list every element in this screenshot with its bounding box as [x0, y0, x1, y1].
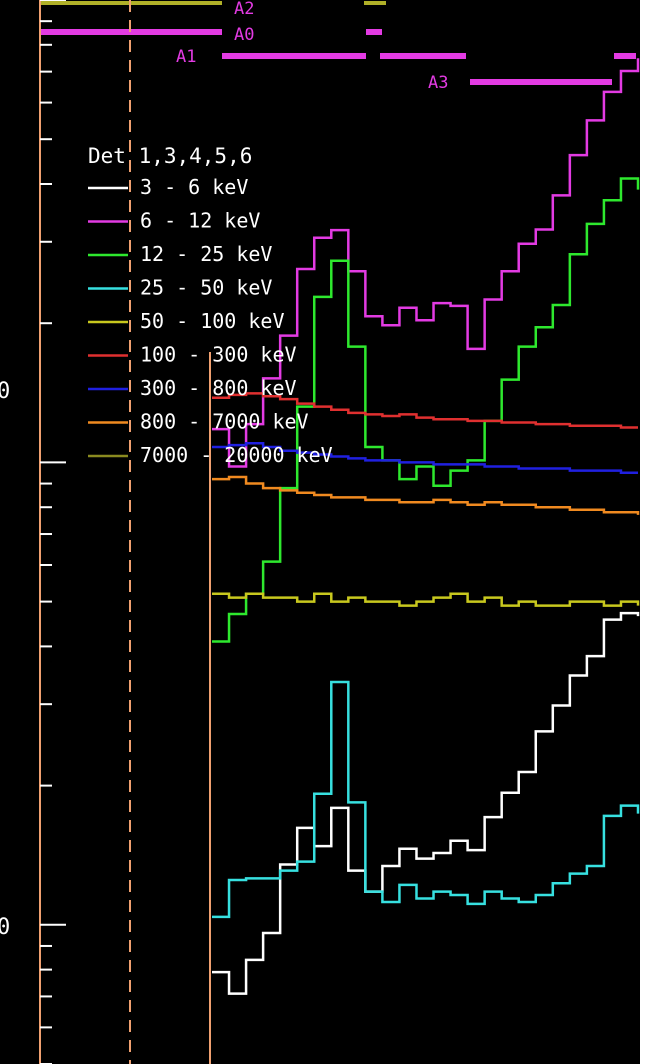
attenuator-label-a1: A1	[176, 47, 196, 67]
series-line-3	[212, 680, 640, 919]
legend-label-0: 3 - 6 keV	[140, 175, 248, 199]
attenuator-label-a3: A3	[428, 73, 448, 93]
y-axis: 0 0	[0, 0, 66, 1064]
attenuator-label-a0: A0	[234, 25, 254, 45]
series-line-5	[212, 392, 638, 429]
y-tick-label-lower: 0	[0, 915, 10, 940]
legend-label-1: 6 - 12 keV	[140, 209, 260, 233]
series-line-0	[212, 611, 640, 995]
vertical-markers	[129, 0, 211, 1064]
legend-label-3: 25 - 50 keV	[140, 276, 272, 300]
series-line-4	[212, 592, 640, 607]
series-line-1	[212, 58, 640, 468]
legend: Det 1,3,4,5,6 3 - 6 keV 6 - 12 keV 12 - 25…	[88, 144, 333, 467]
legend-label-2: 12 - 25 keV	[140, 242, 272, 266]
legend-label-5: 100 - 300 keV	[140, 343, 297, 367]
attenuator-label-a2: A2	[234, 0, 254, 19]
series-layer	[212, 58, 640, 995]
legend-label-4: 50 - 100 keV	[140, 309, 285, 333]
legend-label-8: 7000 - 20000 keV	[140, 443, 333, 467]
series-line-7	[212, 475, 640, 515]
legend-label-6: 300 - 800 keV	[140, 376, 297, 400]
legend-label-7: 800 - 7000 keV	[140, 410, 309, 434]
y-tick-label-upper: 0	[0, 379, 10, 404]
series-line-6	[212, 442, 638, 474]
y-axis-ticks	[40, 0, 66, 1064]
legend-title: Det 1,3,4,5,6	[88, 144, 252, 168]
series-line-2	[212, 177, 640, 643]
